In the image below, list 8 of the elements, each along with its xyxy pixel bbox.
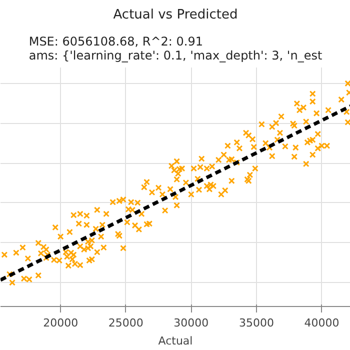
chart-subtitle: MSE: 6056108.68, R^2: 0.91 ams: {'learning_rate': 0.1, 'max_depth': 3, 'n_est [28, 34, 322, 62]
x-tick-label: 35000 [238, 316, 274, 330]
x-tick-label: 40000 [304, 316, 340, 330]
x-tick-label: 20000 [43, 316, 78, 330]
chart-title: Actual vs Predicted [113, 8, 238, 22]
x-axis-title: Actual [158, 334, 193, 348]
x-tick-label: 30000 [174, 316, 209, 330]
x-tick-label: 25000 [108, 316, 144, 330]
